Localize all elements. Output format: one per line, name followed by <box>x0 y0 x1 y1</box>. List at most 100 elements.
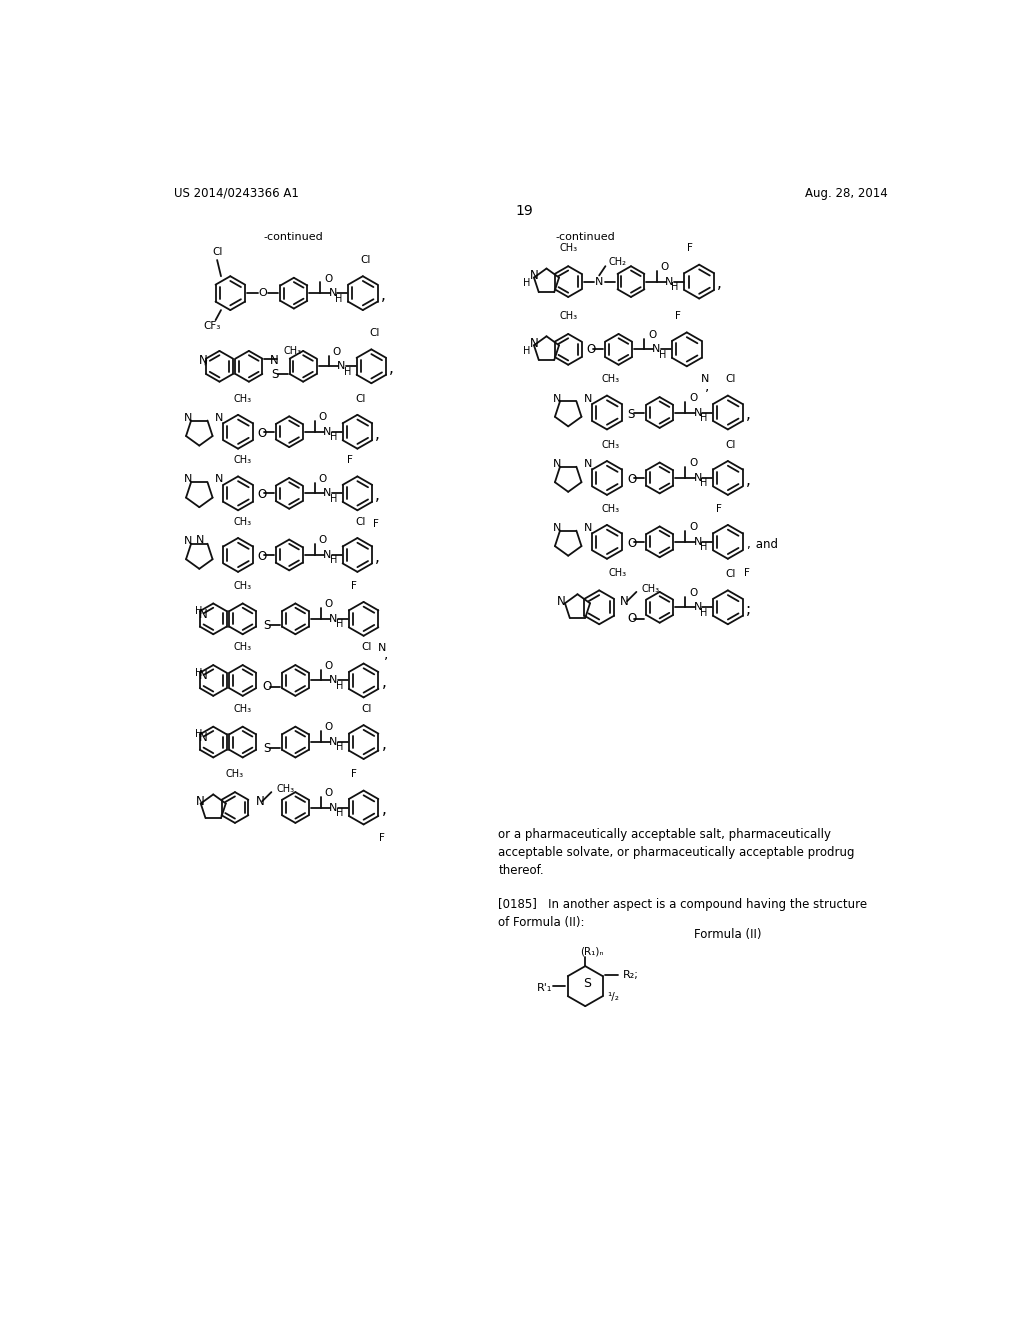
Text: F: F <box>351 770 357 779</box>
Text: S: S <box>271 367 279 380</box>
Text: ,: , <box>745 408 751 422</box>
Text: H: H <box>195 606 202 616</box>
Text: O: O <box>627 473 636 486</box>
Text: H: H <box>523 279 530 288</box>
Text: N: N <box>693 408 701 417</box>
Text: N: N <box>323 550 332 560</box>
Text: [0185]   In another aspect is a compound having the structure
of Formula (II):: [0185] In another aspect is a compound h… <box>499 898 867 928</box>
Text: (R₁)ₙ: (R₁)ₙ <box>580 946 603 957</box>
Text: Cl: Cl <box>370 329 380 338</box>
Text: N: N <box>323 488 332 499</box>
Text: H: H <box>523 346 530 356</box>
Text: -continued: -continued <box>263 232 323 242</box>
Text: N: N <box>595 277 603 286</box>
Text: O: O <box>324 273 333 284</box>
Text: N: N <box>200 354 208 367</box>
Text: CH₃: CH₃ <box>602 440 620 450</box>
Text: F: F <box>716 504 722 513</box>
Text: N: N <box>215 474 223 484</box>
Text: Formula (II): Formula (II) <box>693 928 761 941</box>
Text: N: N <box>329 737 338 747</box>
Text: N: N <box>329 803 338 813</box>
Text: N: N <box>553 523 561 533</box>
Text: H: H <box>330 556 337 565</box>
Text: O: O <box>689 523 697 532</box>
Text: CH₃: CH₃ <box>602 375 620 384</box>
Text: O: O <box>258 288 267 298</box>
Text: S: S <box>627 408 635 421</box>
Text: CH₃: CH₃ <box>233 643 252 652</box>
Text: N: N <box>693 537 701 546</box>
Text: N: N <box>183 474 193 484</box>
Text: O: O <box>648 330 656 339</box>
Text: O: O <box>318 536 327 545</box>
Text: N: N <box>256 795 264 808</box>
Text: H: H <box>336 681 343 690</box>
Text: H: H <box>336 742 343 752</box>
Text: N: N <box>584 459 592 469</box>
Text: N: N <box>693 473 701 483</box>
Text: ,: , <box>375 488 380 503</box>
Text: O: O <box>689 587 697 598</box>
Text: H: H <box>330 432 337 442</box>
Text: ¹/₂: ¹/₂ <box>607 991 618 1002</box>
Text: CF₃: CF₃ <box>203 321 220 331</box>
Text: H: H <box>336 808 343 818</box>
Text: CH₃: CH₃ <box>608 568 627 578</box>
Text: ,: , <box>375 549 380 565</box>
Text: H: H <box>700 607 708 618</box>
Text: F: F <box>351 581 357 591</box>
Text: F: F <box>379 833 385 843</box>
Text: US 2014/0243366 A1: US 2014/0243366 A1 <box>174 186 299 199</box>
Text: N: N <box>183 536 193 546</box>
Text: O: O <box>325 661 333 671</box>
Text: Cl: Cl <box>355 517 366 527</box>
Text: CH₃: CH₃ <box>233 393 252 404</box>
Text: N: N <box>652 345 660 354</box>
Text: F: F <box>687 243 693 253</box>
Text: H: H <box>195 730 202 739</box>
Text: Cl: Cl <box>726 375 736 384</box>
Text: N: N <box>553 459 561 469</box>
Text: ,: , <box>384 647 388 661</box>
Text: Cl: Cl <box>361 704 372 714</box>
Text: N: N <box>197 795 205 808</box>
Text: O: O <box>257 426 266 440</box>
Text: ,: , <box>745 473 751 488</box>
Text: N: N <box>701 374 710 384</box>
Text: N: N <box>553 393 561 404</box>
Text: O: O <box>257 488 266 502</box>
Text: F: F <box>347 455 352 465</box>
Text: N: N <box>584 523 592 533</box>
Text: H: H <box>700 543 708 552</box>
Text: O: O <box>627 612 636 626</box>
Text: O: O <box>325 788 333 797</box>
Text: H: H <box>700 478 708 488</box>
Text: CH₃: CH₃ <box>233 517 252 527</box>
Text: O: O <box>627 537 636 550</box>
Text: H: H <box>659 350 667 360</box>
Text: -continued: -continued <box>555 232 615 242</box>
Text: F: F <box>373 519 379 529</box>
Text: or a pharmaceutically acceptable salt, pharmaceutically
acceptable solvate, or p: or a pharmaceutically acceptable salt, p… <box>499 829 855 878</box>
Text: H: H <box>335 293 342 304</box>
Text: O: O <box>333 347 341 356</box>
Text: ,: , <box>745 537 750 550</box>
Text: R'₁: R'₁ <box>538 982 553 993</box>
Text: N: N <box>337 362 345 371</box>
Text: 19: 19 <box>516 203 534 218</box>
Text: CH₂: CH₂ <box>608 256 627 267</box>
Text: CH₃: CH₃ <box>233 581 252 591</box>
Text: CH₃: CH₃ <box>283 346 301 356</box>
Text: O: O <box>689 393 697 403</box>
Text: CH₃: CH₃ <box>233 455 252 465</box>
Text: ,: , <box>389 362 394 376</box>
Text: N: N <box>529 269 539 282</box>
Text: H: H <box>700 413 708 422</box>
Text: H: H <box>330 494 337 504</box>
Text: H: H <box>336 619 343 630</box>
Text: Cl: Cl <box>726 569 736 579</box>
Text: ,: , <box>375 426 380 442</box>
Text: N: N <box>200 669 208 682</box>
Text: O: O <box>263 680 272 693</box>
